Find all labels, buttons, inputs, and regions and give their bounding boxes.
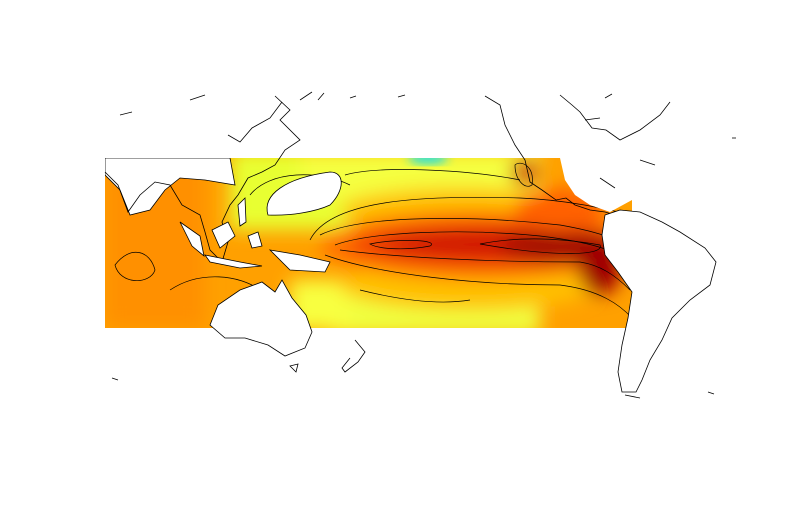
heat-field [105,158,632,328]
coastlines [104,91,736,399]
